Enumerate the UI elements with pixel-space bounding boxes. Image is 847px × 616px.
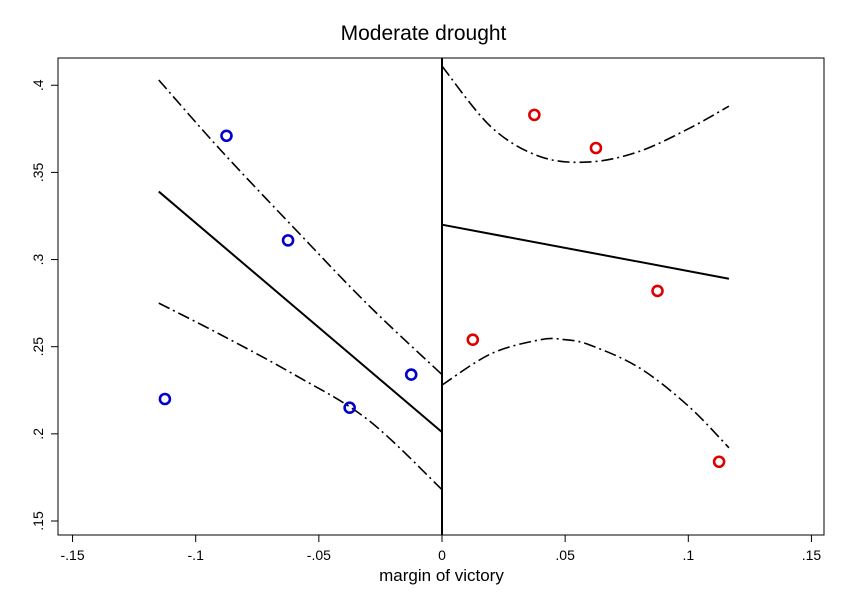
x-tick-label: .1 (682, 547, 694, 563)
y-tick-label: .25 (30, 337, 46, 357)
x-tick-label: .05 (555, 547, 575, 563)
data-point-right (466, 333, 480, 347)
x-tick-label: -.05 (307, 547, 331, 563)
x-tick-label: -.1 (188, 547, 205, 563)
y-tick-label: .4 (30, 79, 46, 91)
ci-right-lower-line (441, 337, 730, 449)
data-point-left (404, 368, 418, 381)
y-axis: .15 .2 .25 .3 .35 .4 (30, 79, 58, 531)
fit-right-line (441, 223, 730, 280)
y-tick-label: .3 (30, 254, 46, 266)
x-axis-label: margin of victory (379, 566, 504, 585)
data-point-right (712, 455, 726, 469)
data-point-right (589, 141, 603, 155)
data-point-left (158, 392, 172, 406)
ci-left-upper-line (158, 79, 443, 376)
data-point-left (220, 129, 233, 143)
data-point-left (343, 401, 356, 415)
data-points (158, 108, 726, 469)
fit-left-line (158, 190, 443, 433)
y-tick-label: .15 (30, 511, 46, 531)
x-tick-label: .15 (802, 547, 822, 563)
ci-left-lower-line (158, 302, 443, 491)
data-point-right (651, 284, 664, 298)
x-tick-label: 0 (438, 547, 446, 563)
y-tick-label: .35 (30, 162, 46, 182)
x-axis: -.15 -.1 -.05 0 .05 .1 .15 (60, 535, 821, 563)
y-tick-label: .2 (30, 428, 46, 440)
x-tick-label: -.15 (60, 547, 84, 563)
data-point-right (528, 108, 541, 122)
ci-right-upper-line (441, 65, 730, 164)
data-point-left (281, 234, 295, 247)
chart-title: Moderate drought (340, 22, 507, 45)
